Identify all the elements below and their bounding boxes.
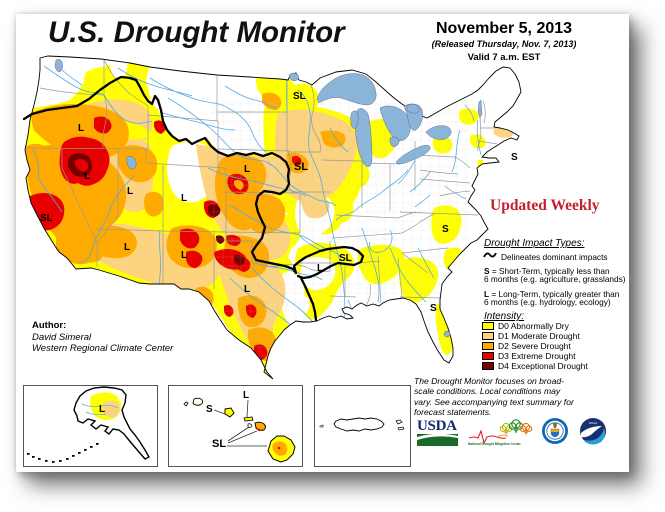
svg-text:SL: SL xyxy=(294,161,308,173)
svg-text:L: L xyxy=(317,263,323,274)
svg-text:L: L xyxy=(244,284,250,295)
svg-text:L: L xyxy=(99,404,105,415)
svg-text:SL: SL xyxy=(293,91,306,102)
svg-text:S: S xyxy=(511,152,518,163)
svg-text:SL: SL xyxy=(40,213,53,224)
svg-text:L: L xyxy=(127,186,133,197)
svg-text:NOAA: NOAA xyxy=(589,421,598,425)
svg-text:S: S xyxy=(442,224,449,235)
svg-text:L: L xyxy=(244,164,250,175)
svg-text:USDA: USDA xyxy=(417,418,457,434)
svg-text:L: L xyxy=(124,242,130,253)
svg-text:L: L xyxy=(181,193,187,204)
svg-text:S: S xyxy=(206,404,213,415)
svg-text:SL: SL xyxy=(212,438,226,450)
svg-text:L: L xyxy=(181,250,187,261)
svg-text:L: L xyxy=(84,171,90,182)
svg-text:L: L xyxy=(78,123,84,134)
svg-text:SL: SL xyxy=(339,253,352,264)
svg-text:National Drought Mitigation Ce: National Drought Mitigation Center xyxy=(468,442,522,446)
svg-text:S: S xyxy=(430,303,437,314)
svg-text:L: L xyxy=(243,390,249,401)
